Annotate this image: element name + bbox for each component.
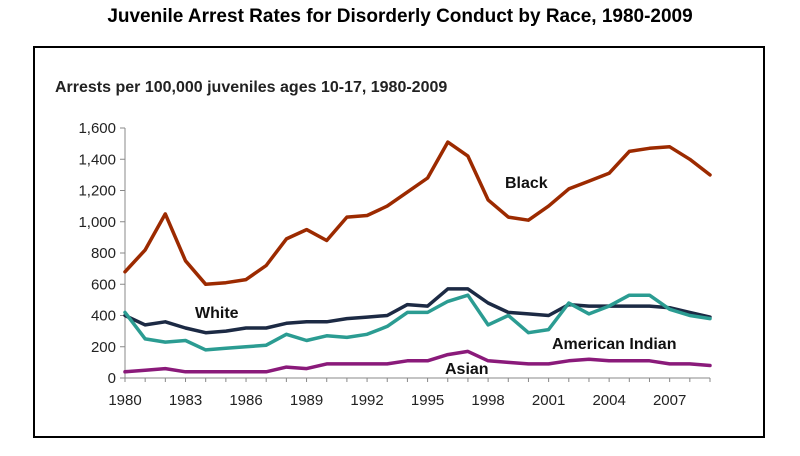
x-tick-label-1989: 1989	[290, 392, 323, 409]
series-labels: Black White American Indian Asian	[195, 175, 676, 378]
line-chart: Arrests per 100,000 juveniles ages 10-17…	[55, 79, 712, 409]
x-tick-label-2007: 2007	[653, 392, 686, 409]
x-tick-label-1983: 1983	[169, 392, 202, 409]
series-label-american-indian: American Indian	[552, 336, 676, 353]
series-line-black	[123, 140, 712, 287]
y-tick-label-1000: 1,000	[78, 214, 116, 231]
y-tick-label-600: 600	[91, 276, 116, 293]
y-tick-label-200: 200	[91, 339, 116, 356]
x-tick-label-1998: 1998	[471, 392, 504, 409]
x-tick-label-1995: 1995	[411, 392, 444, 409]
y-tick-label-1200: 1,200	[78, 183, 116, 200]
series-line-american-indian	[123, 293, 712, 352]
chart-title: Juvenile Arrest Rates for Disorderly Con…	[107, 6, 693, 27]
y-axis-ticks: 0 200 400 600 800 1,000 1,200 1,400 1,600	[78, 120, 125, 387]
y-tick-label-0: 0	[108, 370, 116, 387]
x-axis-ticks: 1980 1983 1986 1989 1992 1995 1998 2001 2004 2007	[108, 378, 711, 409]
series-label-asian: Asian	[445, 361, 489, 378]
y-tick-label-800: 800	[91, 245, 116, 262]
chart-frame: Arrests per 100,000 juveniles ages 10-17…	[33, 46, 765, 438]
chart-subtitle: Arrests per 100,000 juveniles ages 10-17…	[55, 79, 447, 96]
x-tick-label-2004: 2004	[592, 392, 625, 409]
y-tick-label-1600: 1,600	[78, 120, 116, 137]
x-tick-label-2001: 2001	[532, 392, 565, 409]
y-tick-label-400: 400	[91, 308, 116, 325]
x-tick-label-1992: 1992	[350, 392, 383, 409]
y-tick-label-1400: 1,400	[78, 151, 116, 168]
series-label-white: White	[195, 305, 239, 322]
series-label-black: Black	[505, 175, 548, 192]
series-lines	[123, 140, 712, 374]
x-tick-label-1986: 1986	[229, 392, 262, 409]
series-line-asian	[123, 349, 712, 374]
x-tick-label-1980: 1980	[108, 392, 141, 409]
